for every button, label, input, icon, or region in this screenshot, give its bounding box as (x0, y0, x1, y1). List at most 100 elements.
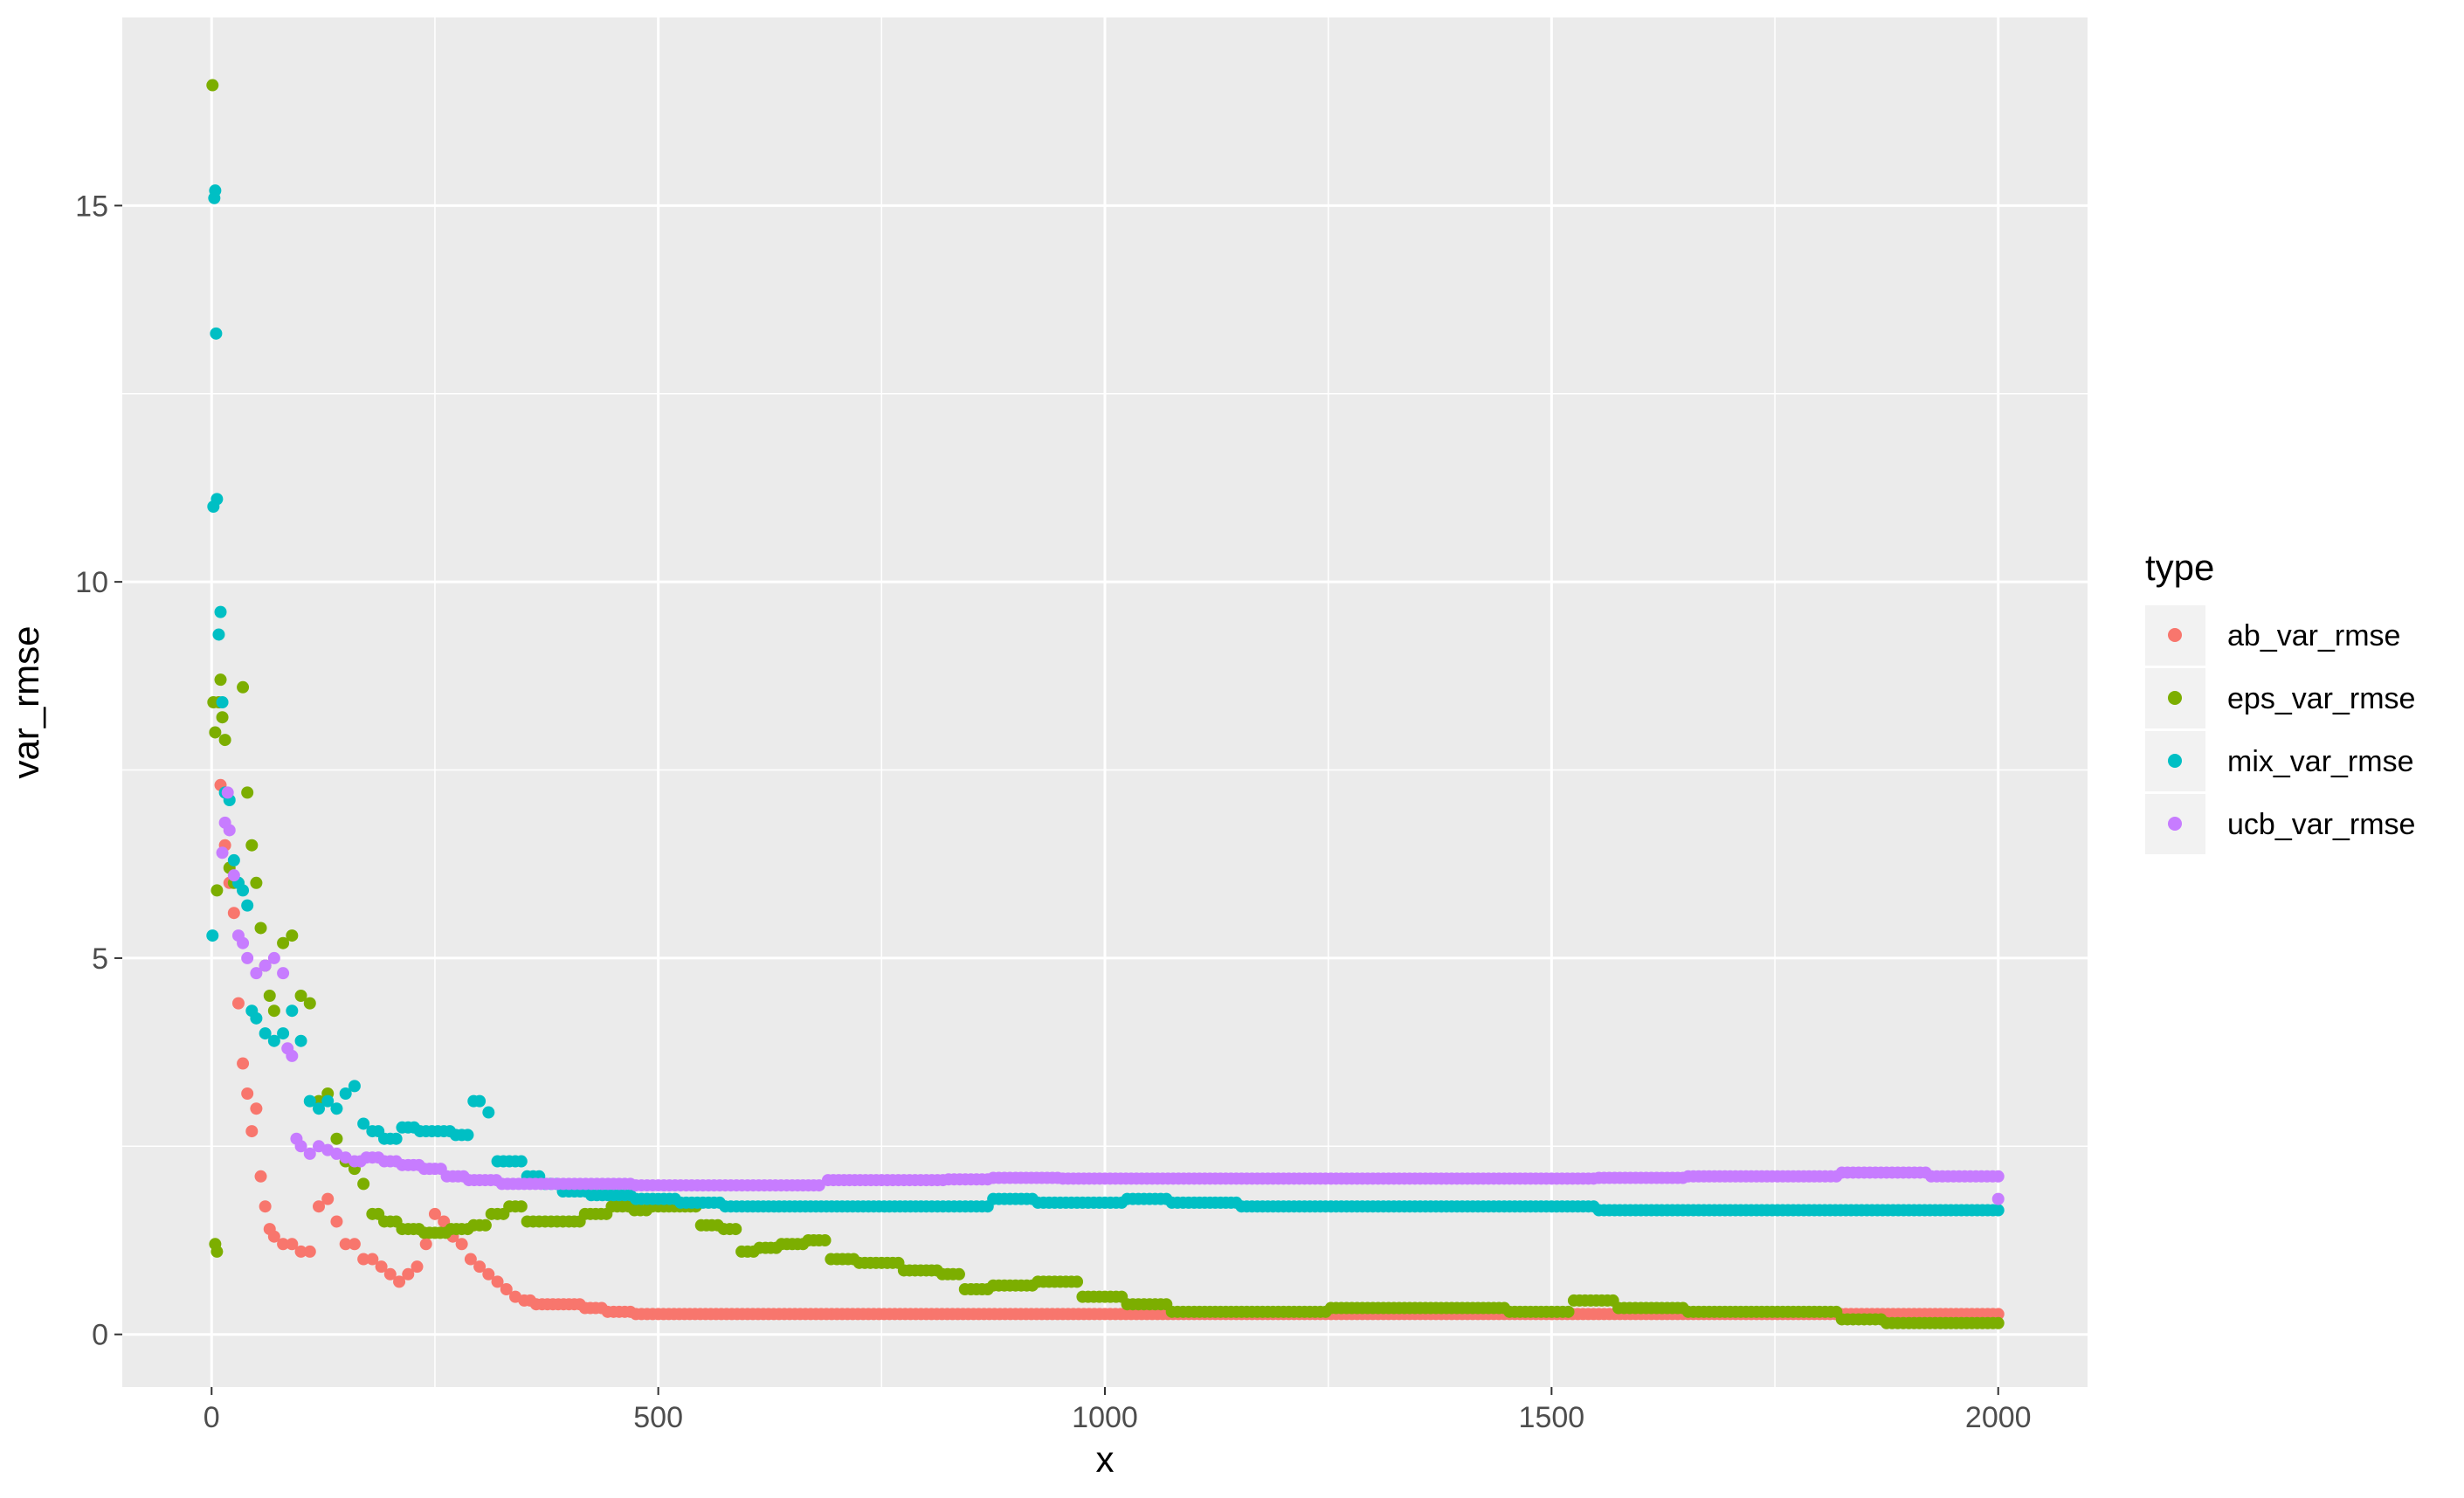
data-point (286, 1238, 299, 1251)
data-points (206, 79, 2005, 1329)
data-point (330, 1132, 343, 1145)
data-point (237, 884, 250, 897)
data-point (231, 997, 245, 1010)
data-point (952, 1267, 965, 1281)
data-point (294, 1140, 307, 1153)
data-point (259, 1200, 272, 1213)
data-point (1991, 1308, 2005, 1321)
data-point (245, 1125, 259, 1138)
data-point (1562, 1305, 1575, 1318)
data-point (321, 1192, 335, 1205)
data-point (491, 1275, 504, 1288)
x-tick-label: 1500 (1519, 1401, 1585, 1434)
data-point (212, 628, 225, 641)
legend-swatch (2168, 628, 2182, 642)
data-point (277, 936, 290, 949)
data-point (473, 1260, 487, 1274)
y-axis-title: var_rmse (5, 625, 46, 778)
data-point (223, 824, 236, 837)
data-point (393, 1275, 406, 1288)
data-point (245, 839, 259, 852)
data-point (250, 1102, 263, 1115)
legend-label: ab_var_rmse (2227, 619, 2400, 652)
data-point (294, 990, 307, 1002)
data-point (241, 1087, 254, 1100)
data-point (461, 1129, 474, 1142)
data-point (250, 1011, 263, 1025)
x-tick-label: 1000 (1072, 1401, 1138, 1434)
data-point (812, 1179, 825, 1192)
y-axis-ticks: 0 5 10 15 (75, 190, 122, 1352)
data-point (237, 936, 250, 949)
data-point (303, 997, 316, 1010)
data-point (1991, 1170, 2005, 1183)
data-point (237, 1057, 250, 1070)
y-tick-label: 0 (92, 1319, 108, 1352)
data-point (209, 184, 222, 197)
data-point (218, 734, 231, 747)
x-tick-label: 500 (633, 1401, 683, 1434)
data-point (286, 1004, 299, 1018)
data-point (267, 1004, 280, 1018)
major-gridlines (122, 17, 2088, 1387)
data-point (210, 327, 223, 340)
data-point (419, 1238, 432, 1251)
data-point (214, 673, 227, 687)
data-point (267, 951, 280, 964)
data-point (455, 1238, 468, 1251)
data-point (303, 1094, 316, 1108)
data-point (357, 1253, 370, 1266)
data-point (241, 786, 254, 799)
y-tick-label: 10 (75, 566, 108, 599)
data-point (348, 1238, 361, 1251)
data-point (303, 1245, 316, 1258)
data-point (339, 1087, 352, 1100)
series-ucb_var_rmse (216, 786, 2005, 1205)
data-point (1991, 1192, 2005, 1205)
data-point (237, 680, 250, 694)
data-point (214, 605, 227, 618)
data-point (277, 967, 290, 980)
data-point (216, 696, 229, 708)
data-point (221, 786, 234, 799)
data-point (227, 853, 240, 866)
data-point (254, 922, 267, 935)
data-point (375, 1260, 388, 1274)
data-point (482, 1106, 495, 1119)
legend-swatch (2168, 817, 2182, 831)
data-point (267, 1034, 280, 1047)
data-point (383, 1267, 397, 1281)
x-tick-label: 2000 (1965, 1401, 2032, 1434)
data-point (277, 1238, 290, 1251)
data-point (227, 869, 240, 882)
data-point (206, 79, 219, 92)
data-point (330, 1215, 343, 1228)
data-point (211, 493, 224, 506)
data-point (286, 929, 299, 942)
x-tick-label: 0 (204, 1401, 220, 1434)
legend-label: eps_var_rmse (2227, 682, 2415, 715)
data-point (241, 951, 254, 964)
data-point (1991, 1204, 2005, 1217)
data-point (263, 990, 276, 1002)
data-point (216, 711, 229, 724)
data-point (464, 1253, 477, 1266)
data-point (286, 1049, 299, 1062)
y-tick-label: 15 (75, 190, 108, 223)
data-point (250, 876, 263, 889)
data-point (259, 1027, 272, 1040)
data-point (216, 846, 229, 859)
data-point (294, 1245, 307, 1258)
data-point (818, 1234, 832, 1246)
data-point (241, 899, 254, 912)
series-eps_var_rmse (206, 79, 2005, 1329)
legend-label: ucb_var_rmse (2227, 808, 2415, 841)
data-point (348, 1080, 361, 1093)
data-point (390, 1132, 403, 1145)
data-point (514, 1200, 528, 1213)
data-point (330, 1102, 343, 1115)
data-point (206, 929, 219, 942)
y-tick-label: 5 (92, 942, 108, 976)
x-axis-ticks: 0 500 1000 1500 2000 (204, 1387, 2032, 1434)
legend-swatch (2168, 691, 2182, 705)
